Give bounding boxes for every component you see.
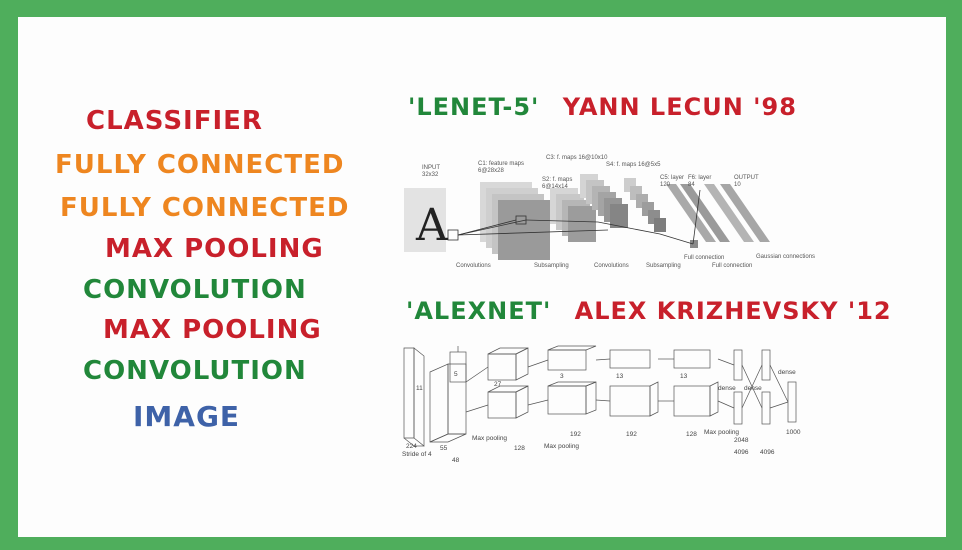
lenet-author: YANN LECUN '98	[562, 93, 797, 121]
layer-convolution-1: CONVOLUTION	[83, 275, 307, 305]
layer-classifier: CLASSIFIER	[86, 106, 263, 136]
lenet-c3-maps	[580, 174, 628, 228]
alexnet-conv1-branch-top	[449, 346, 467, 383]
alexnet-label-d-5: 5	[454, 371, 458, 378]
alexnet-label-d-11: 11	[416, 385, 423, 392]
alexnet-name: 'ALEXNET'	[406, 297, 552, 325]
lenet-s4-label: S4: f. maps 16@5x5	[606, 162, 661, 168]
alexnet-label-dense-1: dense	[718, 385, 736, 392]
alexnet-conv5-block	[673, 349, 719, 417]
lenet-c1-label: C1: feature maps	[478, 161, 524, 167]
alexnet-label-2048: 2048	[734, 437, 749, 444]
lenet-op-subsampling-2: Subsampling	[646, 263, 681, 269]
layer-fully-connected-2: FULLY CONNECTED	[60, 193, 350, 223]
alexnet-label-d-13a: 13	[616, 373, 624, 380]
lenet-name: 'LENET-5'	[408, 93, 540, 121]
lenet-op-convolutions-2: Convolutions	[594, 263, 629, 269]
alexnet-label-d-128b: 128	[686, 431, 697, 438]
lenet-op-gaussian: Gaussian connections	[756, 254, 815, 260]
alexnet-label-4096b: 4096	[760, 449, 775, 456]
lenet-op-full-connection-1: Full connection	[684, 255, 724, 261]
lenet-heading: 'LENET-5' YANN LECUN '98	[408, 93, 797, 121]
alexnet-author: ALEX KRIZHEVSKY '12	[574, 297, 892, 325]
lenet-c5-label: C5: layer	[660, 175, 684, 181]
alexnet-label-dense-2: dense	[744, 385, 762, 392]
alexnet-label-d-3: 3	[560, 373, 564, 380]
alexnet-architecture-diagram: 224 Stride of 4 11 5 55 48 Max pooling 2…	[402, 345, 801, 464]
layer-fully-connected-1: FULLY CONNECTED	[55, 150, 345, 180]
alexnet-label-max-pooling-3: Max pooling	[704, 429, 739, 436]
lenet-op-convolutions-1: Convolutions	[456, 263, 491, 269]
alexnet-label-d-27: 27	[494, 381, 502, 388]
alexnet-heading: 'ALEXNET' ALEX KRIZHEVSKY '12	[406, 297, 892, 325]
lenet-output-size: 10	[734, 182, 741, 188]
lenet-c5-size: 120	[660, 182, 671, 188]
alexnet-label-d-192b: 192	[626, 431, 637, 438]
whiteboard	[18, 17, 946, 537]
alexnet-label-4096a: 4096	[734, 449, 749, 456]
lenet-s2-size: 6@14x14	[542, 184, 568, 190]
lenet-c5-layer	[666, 184, 730, 242]
lenet-architecture-diagram: A	[404, 155, 815, 269]
alexnet-label-max-pooling-2: Max pooling	[544, 443, 579, 450]
alexnet-label-d-192a: 192	[570, 431, 581, 438]
lenet-f6-label: F6: layer	[688, 175, 711, 181]
lenet-s4-maps	[624, 178, 666, 232]
lenet-op-subsampling-1: Subsampling	[534, 263, 569, 269]
lenet-input-box	[404, 188, 446, 252]
lenet-receptive-field	[447, 229, 459, 241]
alexnet-input-block	[403, 347, 425, 447]
lenet-output-unit	[690, 240, 698, 248]
alexnet-label-max-pooling-1: Max pooling	[472, 435, 507, 442]
alexnet-label-dense-3: dense	[778, 369, 796, 376]
layer-max-pooling-2: MAX POOLING	[103, 315, 322, 345]
lenet-c1-maps	[480, 182, 550, 260]
alexnet-label-stride: Stride of 4	[402, 451, 432, 458]
layer-image: IMAGE	[133, 400, 241, 433]
alexnet-conv1-block	[429, 363, 467, 443]
lenet-s2-maps	[550, 188, 596, 242]
alexnet-label-d-48: 48	[452, 457, 460, 464]
lenet-f6-size: 84	[688, 182, 695, 188]
alexnet-label-d-224: 224	[406, 443, 417, 450]
lenet-input-size: 32x32	[422, 172, 439, 178]
lenet-c1-size: 6@28x28	[478, 168, 504, 174]
alexnet-conv3-block	[547, 345, 597, 415]
alexnet-label-d-128a: 128	[514, 445, 525, 452]
lenet-connection-lines	[457, 189, 701, 245]
lenet-input-glyph: A	[415, 200, 449, 251]
alexnet-label-d-13b: 13	[680, 373, 688, 380]
layer-max-pooling-1: MAX POOLING	[105, 234, 324, 264]
alexnet-label-d-55: 55	[440, 445, 448, 452]
lenet-input-label: INPUT	[422, 165, 440, 171]
lenet-output-label: OUTPUT	[734, 175, 759, 181]
layer-convolution-2: CONVOLUTION	[83, 356, 307, 386]
lenet-op-full-connection-2: Full connection	[712, 263, 752, 269]
alexnet-conv4-block	[609, 349, 659, 417]
lenet-s2-label: S2: f. maps	[542, 177, 572, 183]
alexnet-label-1000: 1000	[786, 429, 801, 436]
lenet-c3-label: C3: f. maps 16@10x10	[546, 155, 608, 161]
alexnet-connection-lines	[465, 358, 735, 413]
lenet-f6-layer	[704, 184, 770, 242]
